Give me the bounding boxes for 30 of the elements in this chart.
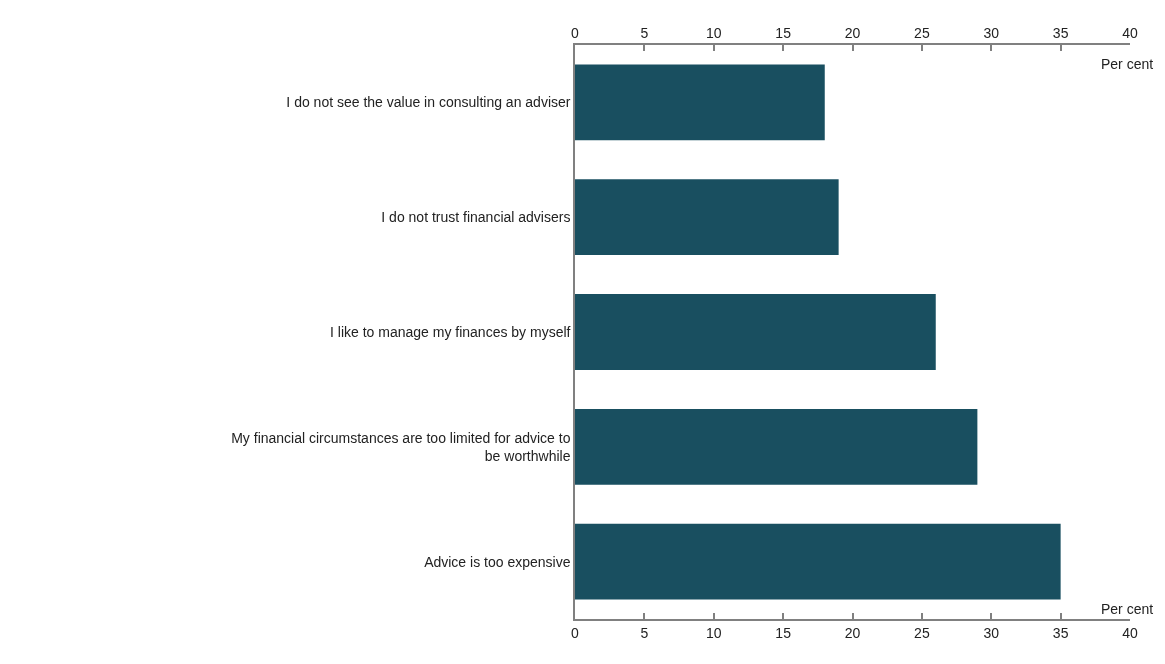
x-tick-label: 30 [983,24,1000,41]
x-tick-label: 20 [844,24,861,41]
y-tick-label: My financial circumstances are too limited for advice to be worthwhile [231,429,571,464]
bar [575,179,839,256]
x-tick-label: 5 [640,24,649,41]
x2-tick-label: 40 [1122,624,1138,641]
x2-tick-label: 35 [1052,624,1069,641]
x-tick-label: 10 [705,24,722,41]
x2-tick-label: 30 [983,624,1000,641]
x-tick-label: 0 [571,24,580,41]
x-tick-label: 35 [1052,24,1069,41]
y-tick-label: Advice is too expensive [424,553,571,570]
x2-axis-title: Per cent [1101,56,1154,72]
x2-tick-label: 5 [640,624,649,641]
bar [575,408,978,485]
x2-tick-label: 20 [844,624,861,641]
x-tick-label: 15 [775,24,792,41]
x2-tick-label: 0 [571,624,580,641]
bar [575,523,1061,600]
y-tick-label: I do not trust financial advisers [381,209,571,226]
y-tick-label: I like to manage my finances by myself [330,323,571,340]
y-tick-label: I do not see the value in consulting an adviser [286,94,571,111]
x2-tick-label: 15 [775,624,792,641]
bar [575,294,936,370]
x-tick-label: 40 [1122,24,1138,41]
bar [575,64,825,141]
x2-tick-label: 25 [914,624,930,641]
x-axis-title: Per cent [1101,601,1154,617]
x2-tick-label: 10 [705,624,722,641]
x-tick-label: 25 [914,24,930,41]
